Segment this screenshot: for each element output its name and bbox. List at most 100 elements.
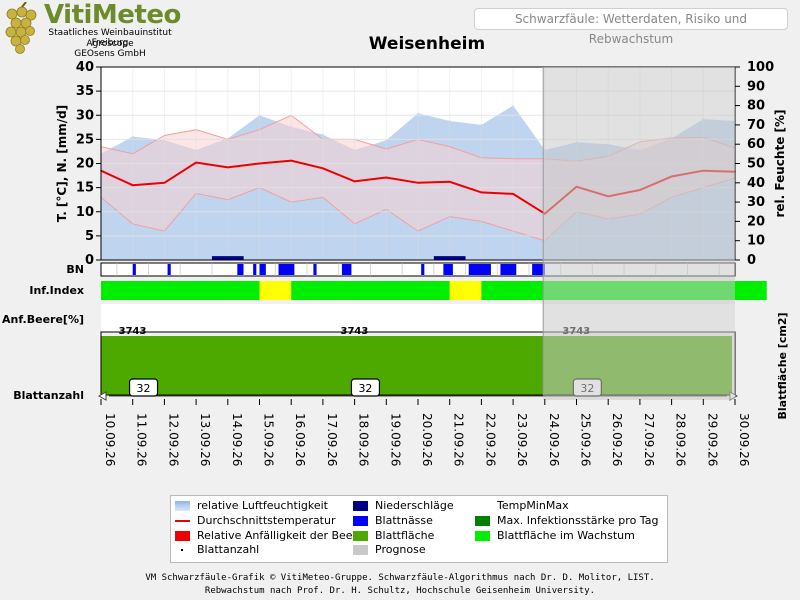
logo-grape-icon (5, 2, 37, 54)
right-tick-label: 10 (747, 234, 765, 249)
x-tick-label: 12.09.26 (166, 413, 180, 466)
avg-temp-point (353, 180, 356, 183)
leaf-wetness-mark (313, 264, 317, 275)
humidity-point (322, 133, 324, 136)
leaf-wetness-mark (132, 264, 136, 275)
footer-line-2: Rebwachstum nach Prof. Dr. H. Schultz, H… (204, 586, 596, 596)
x-tick-label: 27.09.26 (642, 413, 656, 466)
x-tick-label: 17.09.26 (325, 413, 339, 466)
humidity-point (480, 124, 482, 126)
leaf-count-label: 32 (137, 382, 151, 395)
station-title: Weisenheim (368, 34, 486, 54)
legend-label: Blattfläche (375, 529, 435, 542)
x-tick-label: 13.09.26 (198, 413, 212, 466)
right-tick-label: 40 (747, 176, 765, 191)
inf-index-segment (291, 281, 450, 300)
x-tick-label: 28.09.26 (674, 413, 688, 466)
avg-temp-point (258, 162, 261, 165)
right-tick-label: 30 (747, 195, 765, 210)
leaf-wetness-mark (421, 264, 425, 275)
row-label-blattanzahl: Blattanzahl (13, 389, 84, 402)
leaf-wetness-mark (341, 264, 352, 275)
right-tick-label: 0 (747, 253, 756, 268)
logo-agroscope: Agroscope (86, 39, 134, 49)
humidity-point (385, 139, 387, 141)
x-tick-label: 26.09.26 (610, 413, 624, 466)
x-tick-label: 18.09.26 (357, 413, 371, 466)
leaf-count-box (128, 378, 159, 397)
avg-temp-point (322, 167, 324, 170)
x-tick-label: 19.09.26 (388, 413, 402, 466)
inf-index-segment (259, 281, 292, 300)
right-tick-label: 20 (747, 214, 765, 229)
precip-bar (433, 256, 466, 260)
legend-swatch (475, 516, 490, 526)
inf-index-segment (449, 281, 482, 300)
avg-temp-point (480, 191, 483, 194)
x-tick-label: 29.09.26 (705, 413, 719, 466)
left-tick-label: 10 (76, 205, 94, 220)
leaf-count-arrow-left-icon (97, 391, 107, 401)
right-tick-label: 60 (747, 137, 765, 152)
leaf-wetness-mark (443, 264, 453, 275)
x-tick-label: 11.09.26 (135, 413, 149, 466)
avg-temp-point (195, 161, 197, 164)
x-tick-label: 30.09.26 (737, 413, 751, 466)
avg-temp-point (227, 166, 229, 169)
legend-swatch (353, 545, 368, 555)
footer-line-1: VM Schwarzfäule-Grafik © VitiMeteo-Grupp… (145, 573, 655, 583)
x-tick-label: 16.09.26 (293, 413, 307, 466)
left-axis-label: T. [°C], N. [mm/d] (55, 105, 69, 222)
logo-geosens: GEOsens GmbH (74, 49, 146, 59)
legend-label: Max. Infektionsstärke pro Tag (497, 514, 659, 527)
left-tick-label: 15 (76, 181, 94, 196)
left-tick-label: 0 (85, 253, 94, 268)
left-tick-label: 40 (76, 60, 94, 75)
x-tick-label: 20.09.26 (420, 413, 434, 466)
chart-subtitle: Schwarzfäule: Wetterdaten, Risiko und Re… (474, 8, 788, 46)
left-tick-label: 30 (76, 108, 94, 123)
leaf-wetness-mark (167, 264, 171, 275)
leaf-wetness-mark (468, 264, 491, 275)
legend-label: Blattanzahl (197, 543, 260, 556)
leaf-wetness-mark (237, 264, 244, 275)
legend-label: Relative Anfälligkeit der Beere (197, 529, 364, 542)
humidity-point (417, 112, 419, 114)
leaf-count-label: 32 (358, 382, 372, 395)
avg-temp-point (163, 182, 166, 184)
leaf-wetness-mark (278, 264, 295, 275)
humidity-point (512, 105, 514, 107)
right-tick-label: 90 (747, 79, 765, 94)
left-tick-label: 5 (85, 229, 94, 244)
legend-label: Durchschnittstemperatur (197, 514, 336, 527)
precip-bar (211, 256, 244, 260)
main-plot: 0 5 10 15 20 25 30 35 40 0 10 20 30 40 50 60 70 80 90 100 T.… (2, 60, 789, 466)
leaf-area-value: 3743 (341, 326, 369, 337)
logo-title: VitiMeteo (44, 0, 181, 30)
right-axis-label-leaf-area: Blattfläche [cm2] (776, 312, 789, 419)
legend-swatch (175, 520, 190, 522)
legend: relative Luftfeuchtigkeit Niederschläge Te… (170, 495, 668, 563)
legend-label: Blattfläche im Wachstum (497, 529, 635, 542)
legend-label: TempMinMax (497, 499, 569, 512)
x-tick-label: 23.09.26 (515, 413, 529, 466)
row-label-inf-index: Inf.Index (29, 284, 84, 297)
left-tick-label: 20 (76, 157, 94, 172)
avg-temp-point (448, 181, 451, 183)
leaf-area-value: 3743 (119, 326, 147, 337)
right-tick-label: 80 (747, 99, 765, 114)
inf-index-segment (101, 281, 260, 300)
legend-swatch (175, 531, 190, 541)
x-tick-label: 22.09.26 (483, 413, 497, 466)
humidity-point (227, 137, 229, 140)
row-label-bn: BN (66, 263, 84, 276)
legend-swatch (353, 501, 368, 511)
right-axis-label: rel. Feuchte [%] (773, 110, 787, 218)
leaf-wetness-mark (253, 264, 257, 275)
leaf-wetness-mark (532, 264, 545, 275)
leaf-wetness-mark (500, 264, 517, 275)
right-tick-label: 70 (747, 118, 765, 133)
legend-swatch (353, 531, 368, 541)
x-tick-label: 24.09.26 (547, 413, 561, 466)
